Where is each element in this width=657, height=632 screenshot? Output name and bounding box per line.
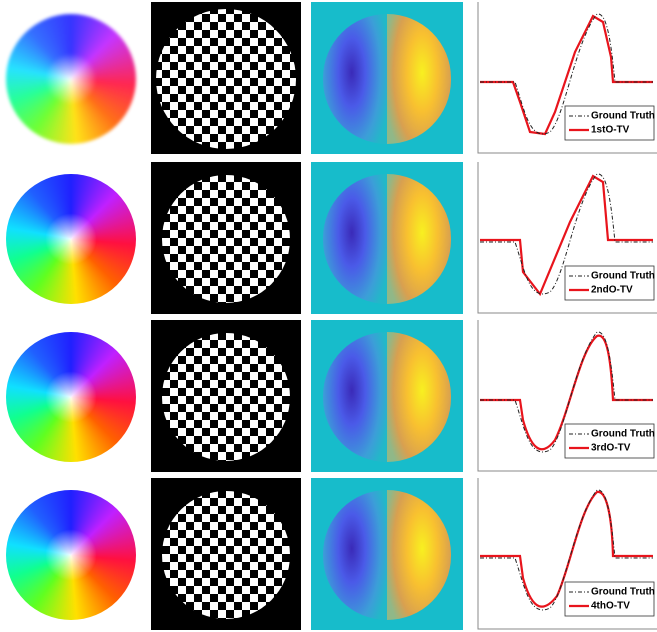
field-negative (323, 490, 387, 620)
profile-plot: Ground Truth 2ndO-TV (475, 162, 657, 315)
direction-wheel (6, 490, 136, 620)
field-negative (323, 14, 387, 144)
direction-wheel (6, 332, 136, 462)
disk (162, 175, 290, 303)
checkerboard (151, 320, 301, 472)
disk (156, 9, 296, 149)
legend-label: Ground Truth (591, 271, 655, 282)
field-map (311, 478, 463, 630)
legend-label: 3rdO-TV (591, 443, 631, 454)
legend-label: 1stO-TV (591, 125, 630, 136)
direction-wheel (6, 174, 136, 304)
field-map (311, 2, 463, 154)
field-positive (387, 332, 451, 462)
field-positive (387, 490, 451, 620)
checkerboard (151, 478, 301, 630)
checkerboard (151, 2, 301, 154)
field-positive (387, 14, 451, 144)
disk (162, 491, 290, 619)
field-map (311, 162, 463, 314)
profile-plot: Ground Truth 1stO-TV (475, 2, 657, 155)
legend-label: Ground Truth (591, 587, 655, 598)
checkerboard (151, 162, 301, 314)
legend-label: 4thO-TV (591, 601, 630, 612)
field-disk (323, 332, 451, 462)
field-positive (387, 174, 451, 304)
profile-plot: Ground Truth 4thO-TV (475, 478, 657, 631)
field-negative (323, 332, 387, 462)
field-disk (323, 490, 451, 620)
direction-wheel (6, 14, 136, 144)
disk (162, 333, 290, 461)
figure: Ground Truth1stO-TVGround Truth2ndO-TVGr… (0, 0, 657, 632)
field-map (311, 320, 463, 472)
profile-plot: Ground Truth 3rdO-TV (475, 320, 657, 473)
legend-label: Ground Truth (591, 429, 655, 440)
field-negative (323, 174, 387, 304)
legend-label: Ground Truth (591, 111, 655, 122)
legend-label: 2ndO-TV (591, 285, 633, 296)
field-disk (323, 14, 451, 144)
field-disk (323, 174, 451, 304)
